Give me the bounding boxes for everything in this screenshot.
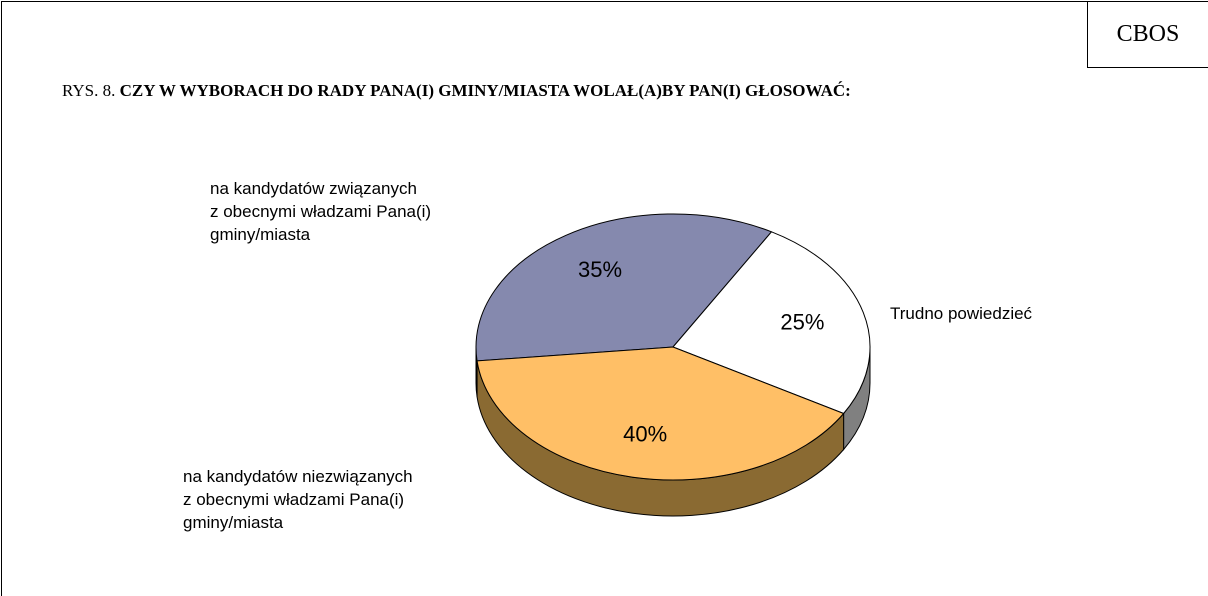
slice [476,346,845,481]
chart-title: CZY W WYBORACH DO RADY PANA(I) GMINY/MIA… [119,81,851,100]
source-box: CBOS [1087,1,1208,68]
value-label: 25% [780,309,824,334]
value-label: 35% [578,257,622,282]
slice [475,213,773,362]
title-block: RYS. 8. CZY W WYBORACH DO RADY PANA(I) G… [62,76,1052,105]
category-label: Trudno powiedzieć [890,304,1033,323]
category-label: na kandydatów niezwiązanych z obecnymi w… [183,467,413,532]
category-label: na kandydatów związanych z obecnymi wład… [210,179,432,244]
figure-label: RYS. 8. [62,81,116,100]
value-label: 40% [623,421,667,446]
slice [672,231,871,415]
